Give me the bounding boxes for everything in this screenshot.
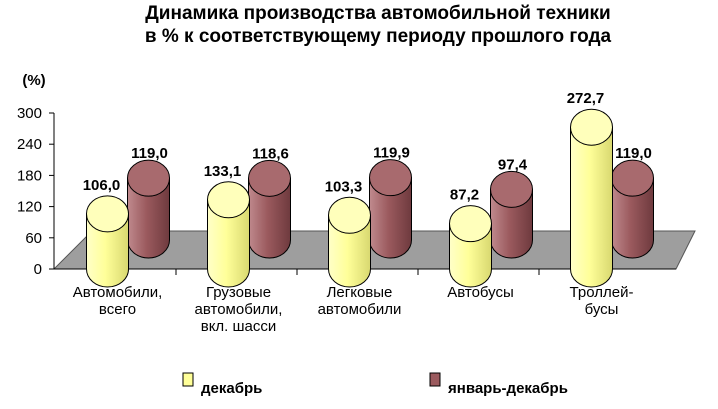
data-label-jan-dec: 119,9 <box>373 145 410 162</box>
bar-top <box>611 159 654 197</box>
data-label-december: 103,3 <box>325 178 363 195</box>
bar-jan-dec <box>369 159 412 259</box>
bar-top <box>86 195 129 233</box>
bar-top <box>570 108 613 146</box>
chart-title-line-1: Динамика производства автомобильной техн… <box>145 3 610 24</box>
chart-title-line-2: в % к соответствующему периоду прошлого … <box>145 26 612 47</box>
bar-december <box>86 195 129 288</box>
data-label-december: 87,2 <box>450 187 479 204</box>
bar-top <box>490 170 533 208</box>
bar-december <box>207 181 250 288</box>
bar-body <box>86 213 129 288</box>
bar-body <box>207 199 250 288</box>
category-label: Автобусы <box>447 284 514 301</box>
y-tick-label: 60 <box>25 230 42 247</box>
category-label: Автомобили, <box>73 284 163 301</box>
legend-swatch-jan-dec <box>429 372 441 387</box>
data-label-december: 133,1 <box>204 163 242 180</box>
y-axis-unit: (%) <box>22 72 45 89</box>
bar-top <box>449 205 492 243</box>
bar-december <box>328 196 371 288</box>
legend: декабрь январь-декабрь <box>182 372 568 397</box>
data-labels: 119,0 106,0 118,6 133,1 119,9 103,3 97,4 87,2 11… <box>83 90 652 203</box>
data-label-december: 106,0 <box>83 177 121 194</box>
data-label-jan-dec: 118,6 <box>252 145 289 162</box>
legend-label-december: декабрь <box>201 380 262 397</box>
bar-jan-dec <box>127 159 170 259</box>
bar-jan-dec <box>248 159 291 259</box>
y-tick-label: 240 <box>17 136 42 153</box>
data-label-jan-dec: 119,0 <box>615 145 652 162</box>
y-tick-labels: 0 60 120 180 240 300 <box>17 105 42 278</box>
category-label: автомобили, <box>195 301 283 318</box>
bar-jan-dec <box>611 159 654 259</box>
bar-body <box>570 126 613 288</box>
category-label: бусы <box>585 301 619 318</box>
bar-top <box>369 159 412 197</box>
data-label-jan-dec: 97,4 <box>498 156 528 173</box>
data-label-december: 272,7 <box>567 90 605 107</box>
bar-top <box>207 181 250 219</box>
y-tick-label: 300 <box>17 105 42 122</box>
data-label-jan-dec: 119,0 <box>131 145 168 162</box>
legend-swatch-december <box>182 372 194 387</box>
bar-december <box>570 108 613 288</box>
category-labels: Автомобили,всего Грузовыеавтомобили,вкл. … <box>73 284 634 335</box>
legend-label-jan-dec: январь-декабрь <box>448 380 568 397</box>
bar-jan-dec <box>490 170 533 259</box>
category-label: вкл. шасси <box>201 318 277 335</box>
category-label: Грузовые <box>206 284 271 301</box>
bar-december <box>449 205 492 288</box>
bar-top <box>328 196 371 234</box>
bar-body <box>328 214 371 288</box>
bars <box>86 108 654 288</box>
bar-top <box>248 159 291 197</box>
y-tick-label: 0 <box>34 261 42 278</box>
category-label: Легковые <box>327 284 393 301</box>
category-label: всего <box>99 301 136 318</box>
y-tick-label: 120 <box>17 199 42 216</box>
category-label: Троллей- <box>570 284 634 301</box>
y-tick-label: 180 <box>17 167 42 184</box>
category-label: автомобили <box>318 301 402 318</box>
bar-top <box>127 159 170 197</box>
